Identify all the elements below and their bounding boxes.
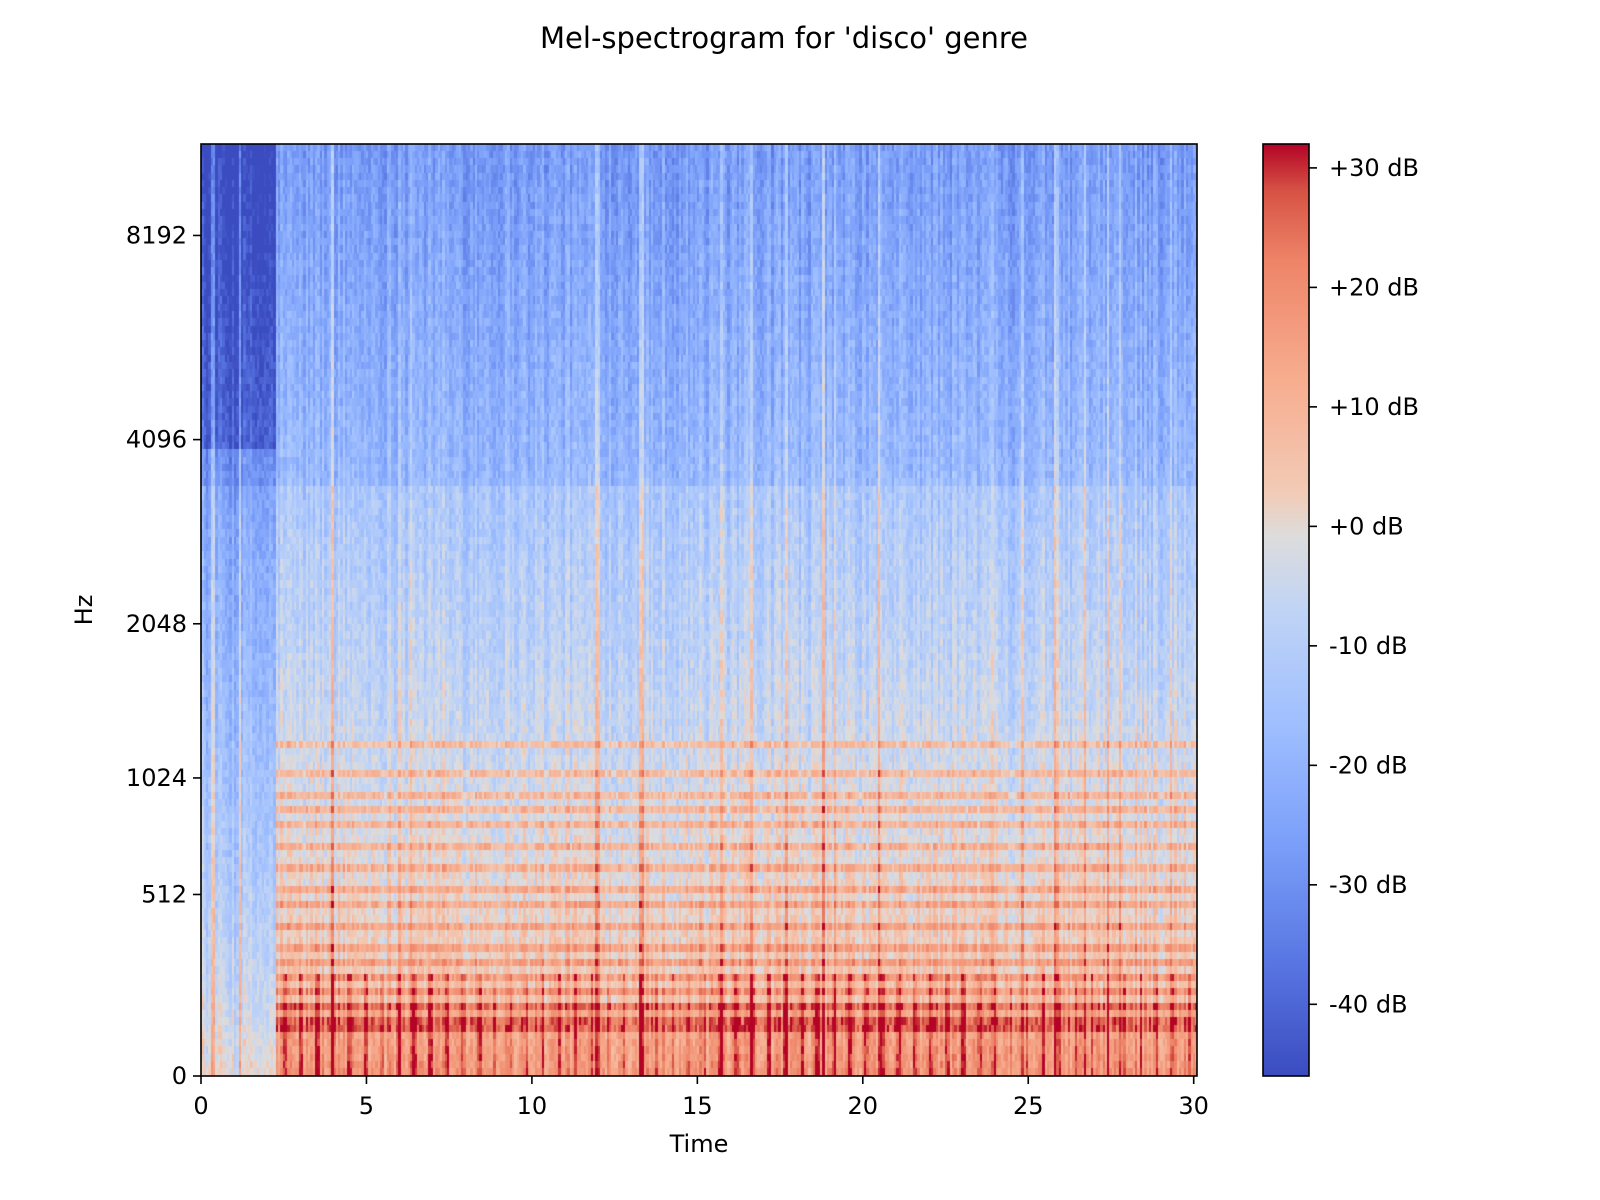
plot-frame	[200, 143, 1198, 1077]
y-tick-label: 8192	[126, 221, 187, 249]
colorbar-tick-label: +10 dB	[1329, 393, 1419, 421]
y-tick-label: 4096	[126, 426, 187, 454]
x-tick-label: 5	[359, 1092, 374, 1120]
x-tick-label: 15	[682, 1092, 713, 1120]
colorbar	[1262, 143, 1310, 1077]
colorbar-axis: +30 dB +20 dB +10 dB +0 dB -10 dB -20 dB -30 d…	[1309, 154, 1419, 1018]
colorbar-tick-label: +30 dB	[1329, 154, 1419, 182]
y-axis: 0 512 1024 2048 4096 8192	[126, 221, 201, 1090]
y-tick-label: 1024	[126, 764, 187, 792]
x-axis-label: Time	[669, 1130, 729, 1158]
y-tick-label: 512	[141, 880, 187, 908]
x-tick-label: 25	[1013, 1092, 1044, 1120]
colorbar-tick-label: -20 dB	[1329, 751, 1408, 779]
x-tick-label: 20	[848, 1092, 879, 1120]
x-tick-label: 30	[1178, 1092, 1209, 1120]
y-tick-label: 2048	[126, 610, 187, 638]
y-tick-label: 0	[172, 1062, 187, 1090]
colorbar-tick-label: +20 dB	[1329, 273, 1419, 301]
x-tick-label: 10	[517, 1092, 548, 1120]
chart-title: Mel-spectrogram for 'disco' genre	[540, 21, 1028, 55]
y-axis-label: Hz	[70, 595, 98, 626]
colorbar-tick-label: -40 dB	[1329, 990, 1408, 1018]
x-tick-label: 0	[193, 1092, 208, 1120]
colorbar-tick-label: -10 dB	[1329, 632, 1408, 660]
spectrogram-heatmap	[201, 144, 1197, 1076]
colorbar-tick-label: +0 dB	[1329, 512, 1404, 540]
x-axis: 0 5 10 15 20 25 30	[193, 1076, 1209, 1120]
colorbar-tick-label: -30 dB	[1329, 871, 1408, 899]
